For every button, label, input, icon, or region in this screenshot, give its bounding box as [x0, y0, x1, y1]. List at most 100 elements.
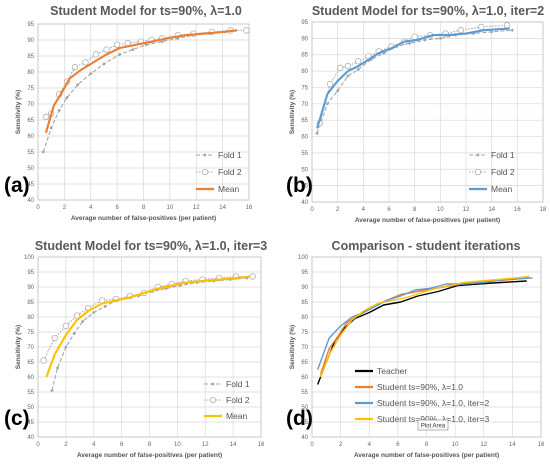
y-tick-label: 80: [301, 315, 308, 321]
legend-label: Fold 2: [218, 167, 242, 177]
y-tick-label: 70: [301, 102, 308, 108]
x-tick-label: 14: [488, 207, 495, 213]
y-tick-label: 75: [301, 330, 308, 336]
legend-label: Student ts=90%, λ=1.0, iter=3: [377, 414, 489, 424]
y-tick-label: 70: [27, 345, 34, 351]
x-tick-label: 6: [120, 442, 124, 448]
data-point: [103, 46, 110, 53]
legend-marker: [209, 396, 217, 404]
y-tick-label: 75: [27, 330, 34, 336]
y-tick-label: 95: [301, 270, 308, 276]
y-tick-label: 55: [27, 390, 34, 396]
y-tick-label: 90: [301, 285, 308, 291]
plot-area-tooltip: Plot Area: [417, 419, 449, 431]
x-axis-label: Average number of false-positives (per p…: [77, 452, 222, 459]
data-point: [103, 304, 107, 309]
chart-panel-a: 40 45 50 55 60 65 70 75 80 85 90 95 0 2 4 6 8 10 12 14 16 Stu…: [4, 4, 253, 222]
y-tick-label: 100: [24, 255, 35, 261]
y-tick-label: 55: [301, 390, 308, 396]
data-point: [335, 88, 340, 93]
x-tick-label: 14: [230, 442, 237, 448]
data-point: [117, 52, 122, 57]
y-tick-label: 85: [27, 54, 34, 60]
data-point: [315, 131, 319, 136]
y-tick-label: 80: [301, 69, 308, 75]
chart-title: Student Model for ts=90%, λ=1.0, iter=3: [35, 239, 267, 253]
y-tick-label: 70: [301, 345, 308, 351]
y-tick-label: 40: [27, 435, 34, 441]
data-point: [41, 150, 46, 154]
legend-marker: [201, 168, 209, 176]
x-tick-label: 16: [246, 205, 253, 211]
data-point: [510, 28, 514, 32]
y-axis-label: Sensitivity (%): [289, 90, 296, 134]
x-tick-label: 2: [339, 442, 343, 448]
chart-panel-b: 40 45 50 55 60 65 70 75 80 85 90 95 0 2 4 6 8 10 12 14 16 18 S…: [286, 4, 547, 224]
data-point: [131, 47, 135, 52]
chart-title: Student Model for ts=90%, λ=1.0, iter=2: [312, 4, 544, 18]
x-tick-label: 10: [452, 442, 459, 448]
y-tick-label: 50: [27, 405, 34, 411]
x-tick-label: 2: [336, 207, 340, 213]
x-tick-label: 14: [219, 205, 226, 211]
x-tick-label: 18: [540, 207, 547, 213]
y-axis-label: Sensitivity (%): [15, 90, 22, 134]
y-tick-label: 65: [27, 118, 34, 124]
legend-label: Fold 2: [226, 395, 250, 405]
x-tick-label: 6: [387, 207, 391, 213]
series-line-2: [319, 277, 527, 375]
x-tick-label: 4: [89, 205, 93, 211]
x-axis-label: Average number of false-positives (per p…: [355, 217, 500, 224]
y-tick-label: 65: [27, 360, 34, 366]
panel-label: (c): [4, 407, 30, 430]
x-tick-label: 8: [425, 442, 429, 448]
x-tick-label: 8: [413, 207, 417, 213]
data-point: [478, 23, 485, 31]
data-point: [102, 62, 106, 66]
y-tick-label: 100: [298, 255, 309, 261]
data-point: [243, 27, 250, 34]
legend-label: Mean: [218, 184, 240, 194]
x-tick-label: 12: [463, 207, 470, 213]
legend-label: Teacher: [377, 366, 407, 376]
y-tick-label: 60: [301, 135, 308, 141]
y-tick-label: 85: [301, 300, 308, 306]
x-tick-label: 10: [174, 442, 181, 448]
data-point: [344, 63, 352, 70]
x-tick-label: 0: [310, 207, 314, 213]
data-point: [355, 58, 362, 65]
plot-area-border: [37, 23, 250, 201]
data-point: [75, 83, 80, 87]
legend-label: Student ts=90%, λ=1.0: [377, 382, 463, 392]
y-tick-label: 50: [27, 166, 34, 172]
x-tick-label: 12: [480, 442, 487, 448]
y-tick-label: 45: [27, 182, 34, 188]
y-tick-label: 60: [301, 375, 308, 381]
series-line-3: [45, 275, 250, 378]
series-line-2: [43, 275, 253, 361]
data-point: [57, 108, 61, 113]
data-point: [457, 27, 465, 34]
y-tick-label: 85: [301, 53, 308, 59]
y-tick-label: 95: [27, 22, 34, 28]
x-tick-label: 10: [167, 205, 174, 211]
data-point: [407, 41, 412, 46]
plot-area-border: [37, 256, 262, 438]
y-tick-label: 95: [301, 20, 308, 26]
panel-label: (b): [286, 174, 313, 197]
x-axis-label: Average number of false-positives (per p…: [71, 215, 216, 222]
data-point: [80, 319, 85, 324]
series-line-3: [317, 277, 533, 370]
y-tick-label: 65: [301, 118, 308, 124]
x-axis-label: Average number of false-positives (per p…: [354, 452, 499, 459]
data-point: [144, 43, 148, 47]
x-tick-label: 6: [115, 205, 119, 211]
data-point: [92, 51, 100, 58]
legend-label: Fold 1: [491, 150, 515, 160]
y-axis-label: Sensitivity (%): [15, 325, 22, 369]
x-tick-label: 0: [36, 442, 40, 448]
data-point: [62, 322, 70, 330]
data-point: [91, 310, 96, 315]
x-tick-label: 8: [148, 442, 152, 448]
data-point: [71, 64, 79, 71]
